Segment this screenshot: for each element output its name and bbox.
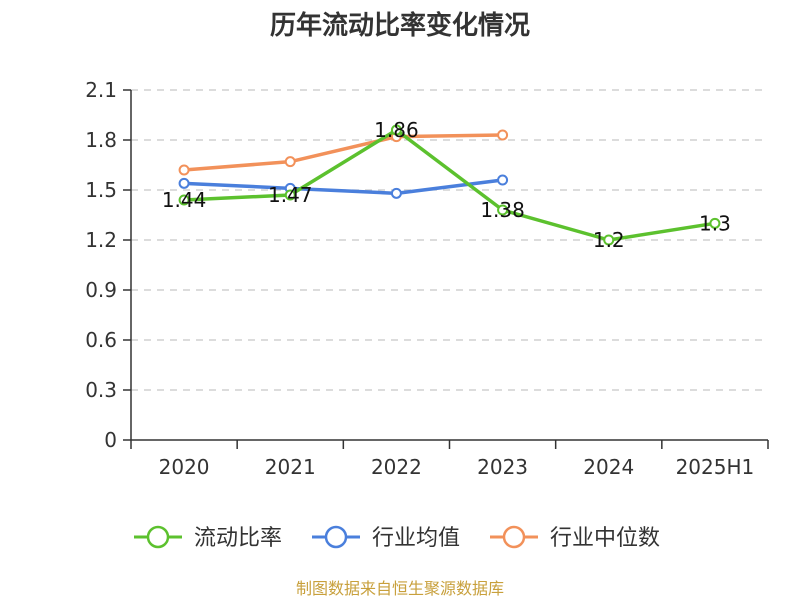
series-point-0 [497, 204, 509, 216]
series-point-1 [178, 177, 190, 189]
series-point-2 [284, 156, 296, 168]
data-label: 1.47 [268, 183, 313, 207]
data-label: 1.38 [480, 198, 525, 222]
data-label: 1.2 [593, 228, 625, 252]
legend-item-1[interactable]: 行业均值 [312, 525, 460, 551]
series-point-0 [709, 217, 721, 229]
x-tick-label: 2023 [477, 455, 528, 479]
series-point-0 [178, 194, 190, 206]
data-label: 1.86 [374, 118, 419, 142]
series-point-1 [390, 187, 402, 199]
series-point-0 [603, 234, 615, 246]
y-tick-label: 2.1 [85, 78, 117, 102]
y-tick-label: 1.5 [85, 178, 117, 202]
legend-label: 流动比率 [194, 526, 282, 551]
x-tick-label: 2020 [159, 455, 210, 479]
series-point-0 [390, 124, 402, 136]
legend-swatch-marker [146, 525, 170, 549]
legend-item-2[interactable]: 行业中位数 [490, 525, 660, 551]
series-line-0 [184, 128, 716, 242]
series-point-2 [178, 164, 190, 176]
x-tick-label: 2024 [583, 455, 634, 479]
y-tick-label: 1.8 [85, 128, 117, 152]
data-label: 1.3 [699, 211, 731, 235]
legend-label: 行业中位数 [550, 526, 660, 551]
legend[interactable]: 流动比率 行业均值 行业中位数 [134, 525, 660, 551]
legend-item-0[interactable]: 流动比率 [134, 525, 282, 551]
series-point-0 [284, 189, 296, 201]
y-tick-label: 0.3 [85, 378, 117, 402]
legend-swatch-marker [502, 525, 526, 549]
series-line-2 [183, 133, 503, 172]
y-tick-label: 0.6 [85, 328, 117, 352]
source-note: 制图数据来自恒生聚源数据库 [296, 579, 504, 598]
grid-lines [131, 89, 768, 391]
series-lines [178, 124, 721, 246]
y-tick-label: 1.2 [85, 228, 117, 252]
y-tick-label: 0 [104, 428, 117, 452]
data-label: 1.44 [162, 188, 207, 212]
series-point-2 [497, 129, 509, 141]
x-tick-label: 2022 [371, 455, 422, 479]
x-tick-label: 2025H1 [676, 455, 755, 479]
legend-label: 行业均值 [372, 526, 460, 551]
series-point-1 [497, 174, 509, 186]
data-labels: 1.44 1.47 1.86 1.38 1.2 1.3 [162, 118, 731, 252]
chart-title: 历年流动比率变化情况 [270, 10, 530, 41]
legend-swatch-marker [324, 525, 348, 549]
y-tick-label: 0.9 [85, 278, 117, 302]
axes: 0 0.3 0.6 0.9 1.2 1.5 1.8 2.1 2020 2021 2022 2023 20… [85, 78, 769, 479]
series-line-1 [184, 178, 503, 196]
x-tick-label: 2021 [265, 455, 316, 479]
